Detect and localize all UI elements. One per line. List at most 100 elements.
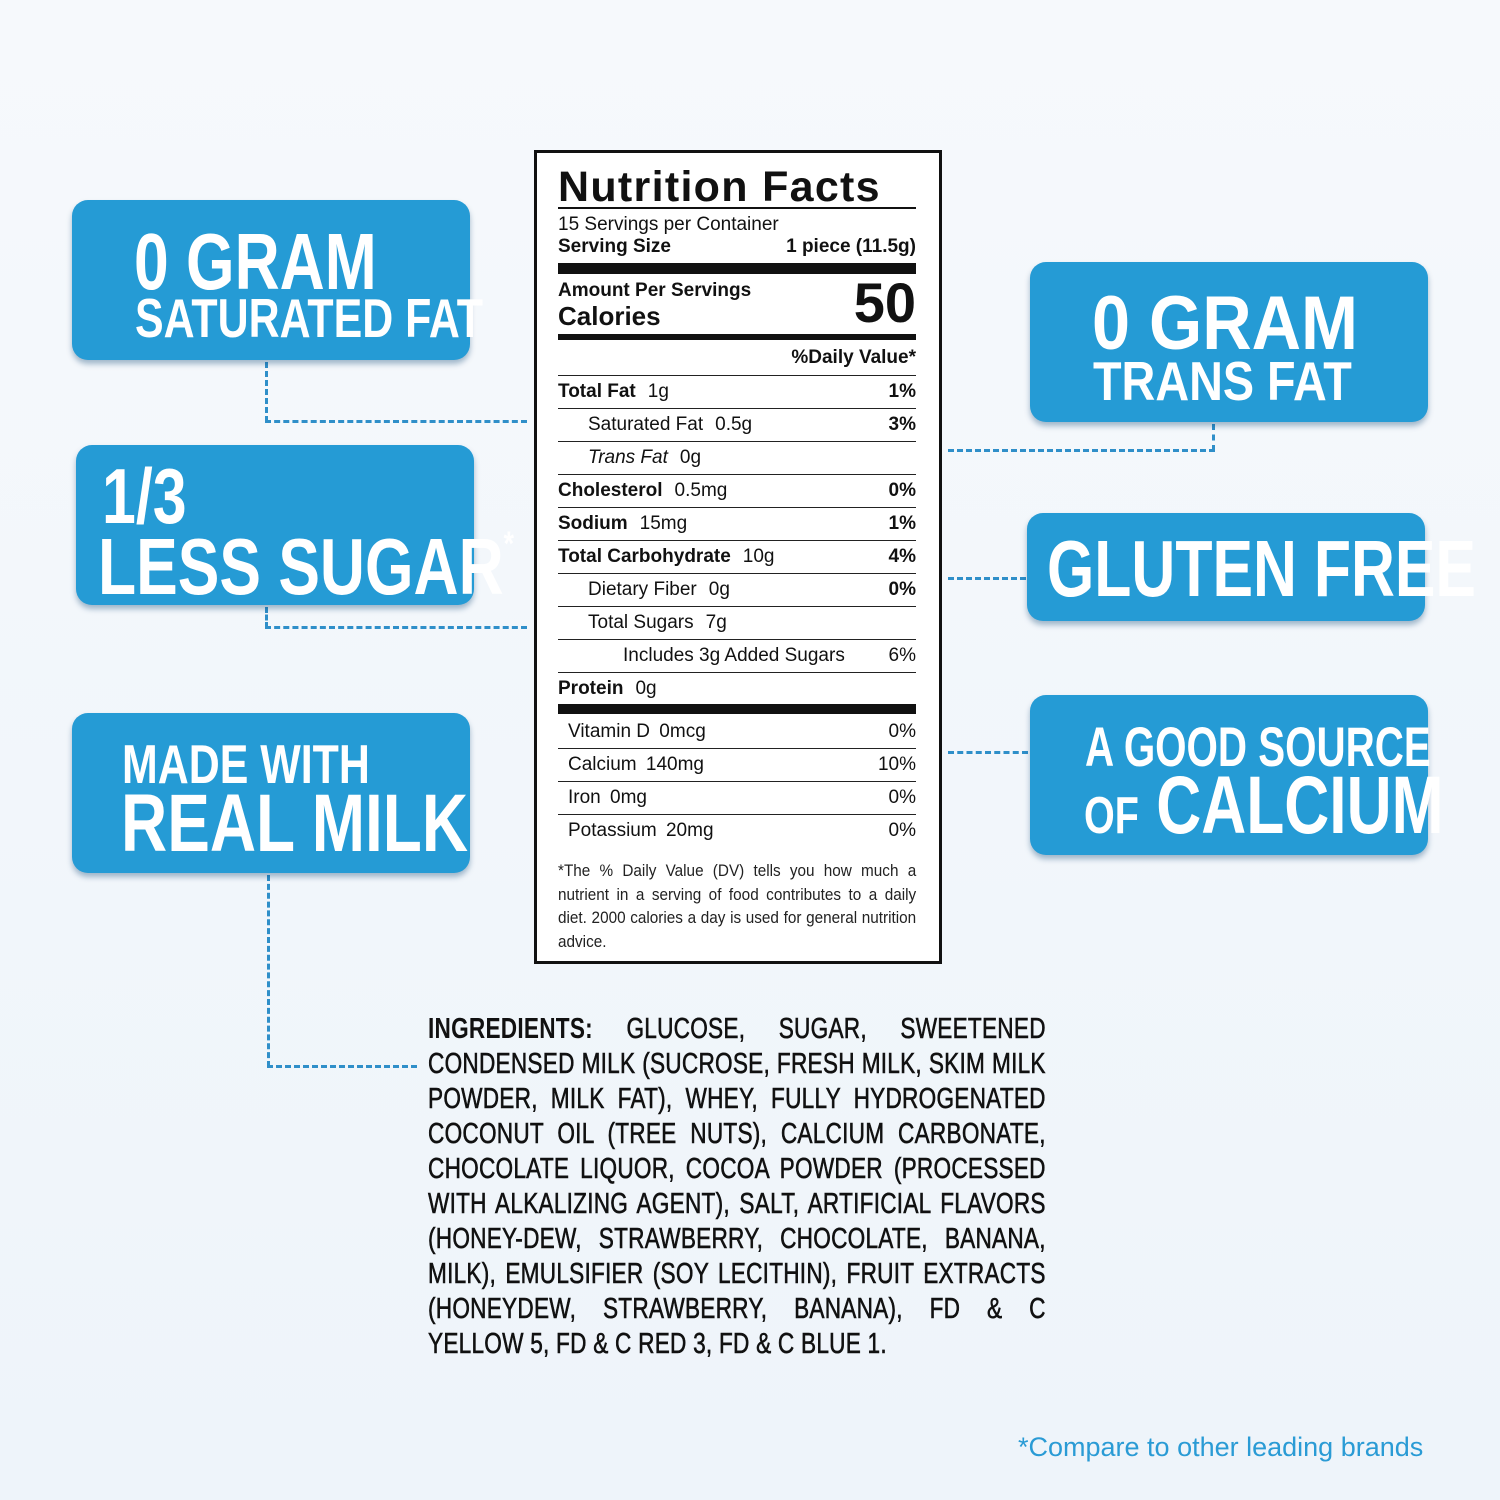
nutrient-row: Protein 0g (558, 672, 916, 705)
vitamin-label: Iron (568, 787, 601, 808)
nutrient-name: Sodium 15mg (558, 513, 687, 535)
nutrient-name: Total Fat 1g (558, 381, 669, 403)
connector-less-sugar (265, 626, 527, 629)
nutrient-row: Dietary Fiber 0g 0% (558, 573, 916, 606)
nutrient-name: Total Carbohydrate 10g (558, 546, 774, 568)
nutrient-amount: 1g (647, 381, 669, 402)
vitamin-name: Vitamin D 0mcg (558, 721, 706, 743)
ingredients-list: GLUCOSE, SUGAR, SWEETENED CONDENSED MILK… (428, 1013, 1046, 1361)
nutrient-row: Saturated Fat 0.5g 3% (558, 408, 916, 441)
badge-line2: LESS SUGAR* (98, 527, 514, 607)
nutrient-row: Total Sugars 7g (558, 606, 916, 639)
less-sugar-text: LESS SUGAR (98, 522, 504, 611)
nutrient-daily-value: 1% (888, 381, 916, 402)
nutrient-amount: 0g (708, 579, 730, 600)
nutrient-name: Cholesterol 0.5mg (558, 480, 727, 502)
vitamin-name: Iron 0mg (558, 787, 647, 809)
vitamin-row: Potassium 20mg 0% (558, 814, 916, 847)
nutrient-amount: 0g (635, 678, 657, 699)
nutrient-label: Protein (558, 678, 624, 699)
nutrient-label: Trans Fat (588, 447, 668, 468)
vitamin-row: Iron 0mg 0% (558, 781, 916, 814)
badge-line1: MADE WITH (122, 733, 370, 795)
nutrient-label: Saturated Fat (588, 414, 704, 435)
vitamin-label: Vitamin D (568, 720, 651, 742)
ingredients-text: INGREDIENTS: GLUCOSE, SUGAR, SWEETENED C… (428, 1012, 1046, 1362)
nutrient-name: Dietary Fiber 0g (558, 579, 730, 601)
vitamin-amount: 140mg (645, 754, 705, 775)
nutrient-row: Total Carbohydrate 10g 4% (558, 540, 916, 573)
badge-less-sugar: 1/3 LESS SUGAR* (76, 445, 514, 607)
divider (558, 207, 916, 209)
nutrient-name: Total Sugars 7g (558, 612, 727, 634)
nutrient-label: Cholesterol (558, 480, 663, 501)
calories-label: Calories (558, 301, 661, 331)
calories-value: 50 (853, 271, 916, 334)
nutrient-amount: 7g (705, 612, 727, 633)
nutrient-row: Trans Fat 0g (558, 441, 916, 474)
daily-value-footnote: *The % Daily Value (DV) tells you how mu… (558, 861, 917, 951)
serving-size: Serving Size 1 piece (11.5g) (558, 236, 916, 258)
connector-real-milk (267, 1065, 417, 1068)
vitamin-row: Calcium 140mg 10% (558, 748, 916, 781)
thick-divider (558, 704, 916, 714)
serving-size-label: Serving Size (558, 236, 671, 257)
vitamin-label: Calcium (568, 754, 637, 775)
badge-real-milk: MADE WITH REAL MILK (72, 713, 470, 873)
nutrient-daily-value: 1% (888, 513, 916, 534)
badge-gluten-free: GLUTEN FREE (1027, 513, 1476, 621)
calcium-text: CALCIUM (1156, 760, 1444, 851)
nutrient-name: Includes 3g Added Sugars (558, 645, 857, 667)
vitamin-amount: 0mcg (659, 720, 706, 742)
nutrient-row: Sodium 15mg 1% (558, 507, 916, 540)
badge-line1: 0 GRAM (134, 217, 377, 306)
thick-divider (558, 263, 916, 274)
nutrient-label: Dietary Fiber (588, 579, 697, 600)
vitamin-label: Potassium (568, 820, 657, 841)
divider (558, 334, 916, 340)
nutrient-label: Total Sugars (588, 612, 694, 633)
badge-calcium: A GOOD SOURCE OF CALCIUM (1030, 695, 1444, 855)
nutrient-row: Cholesterol 0.5mg 0% (558, 474, 916, 507)
nutrient-label: Total Carbohydrate (558, 546, 731, 567)
connector-saturated-fat (265, 420, 527, 423)
badge-line1: 0 GRAM (1092, 281, 1359, 366)
nutrient-amount: 0.5g (715, 414, 753, 435)
nutrient-label: Includes 3g Added Sugars (623, 645, 845, 666)
badge-line1: A GOOD SOURCE (1085, 715, 1431, 778)
servings-per-container: 15 Servings per Container (558, 214, 779, 235)
asterisk: * (503, 525, 514, 563)
nutrient-amount: 10g (742, 546, 775, 567)
connector-trans-fat (948, 449, 1215, 452)
connector-real-milk (267, 875, 270, 1067)
ingredients-heading: INGREDIENTS: (428, 1013, 593, 1045)
amount-per-serving: Amount Per Servings (558, 280, 752, 301)
nutrient-name: Saturated Fat 0.5g (558, 414, 752, 436)
nutrient-daily-value: 0% (888, 579, 916, 600)
daily-value-header: %Daily Value* (791, 347, 916, 368)
nutrient-daily-value: 4% (888, 546, 916, 567)
badge-trans-fat: 0 GRAM TRANS FAT (1030, 262, 1428, 422)
nutrient-name: Protein 0g (558, 678, 657, 700)
connector-less-sugar (265, 607, 268, 628)
vitamin-daily-value: 0% (888, 820, 916, 841)
badge-line1: GLUTEN FREE (1047, 524, 1476, 613)
serving-size-value: 1 piece (11.5g) (786, 236, 916, 257)
badge-line2: REAL MILK (121, 778, 469, 869)
vitamin-amount: 20mg (665, 820, 714, 841)
nutrient-amount: 0g (679, 447, 702, 468)
badge-line2: TRANS FAT (1093, 350, 1352, 412)
vitamin-daily-value: 0% (888, 787, 916, 808)
nutrient-daily-value: 6% (888, 645, 916, 666)
badge-line1: 1/3 (102, 452, 187, 540)
nutrient-row: Includes 3g Added Sugars 6% (558, 639, 916, 672)
compare-note: *Compare to other leading brands (1018, 1432, 1424, 1462)
label-title: Nutrition Facts (558, 163, 881, 211)
nutrient-label: Total Fat (558, 381, 636, 402)
nutrient-row: Total Fat 1g 1% (558, 375, 916, 408)
vitamin-name: Potassium 20mg (558, 820, 714, 842)
nutrient-name: Trans Fat 0g (558, 447, 701, 469)
nutrition-facts-label: Nutrition Facts 15 Servings per Containe… (534, 150, 942, 964)
connector-saturated-fat (265, 362, 268, 422)
nutrient-label: Sodium (558, 513, 628, 534)
